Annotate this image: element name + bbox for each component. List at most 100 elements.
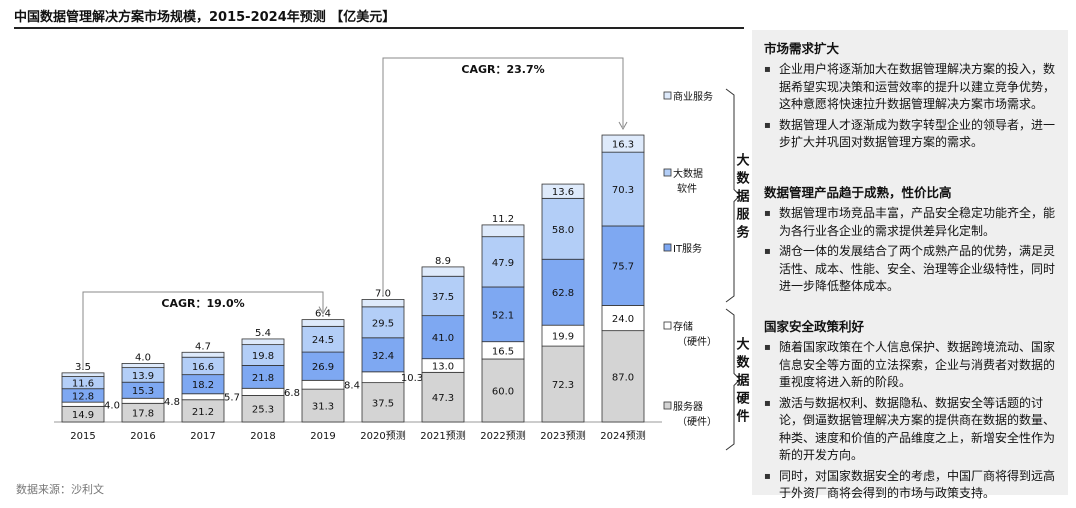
data-label: 10.3 bbox=[401, 373, 423, 384]
bar-segment bbox=[541, 183, 585, 199]
data-label: 19.9 bbox=[552, 332, 574, 343]
legend-label: 服务器 bbox=[673, 400, 703, 413]
data-label: 75.7 bbox=[612, 262, 634, 273]
bar-segment bbox=[601, 305, 645, 332]
bullet-item: 随着国家政策在个人信息保护、数据跨境流动、国家信息安全等方面的立法探索，企业与消… bbox=[764, 339, 1064, 392]
bullet-item: 湖仓一体的发展结合了两个成熟产品的优势，满足灵活性、成本、性能、安全、治理等企业… bbox=[764, 243, 1064, 296]
data-label: 4.0 bbox=[104, 400, 120, 411]
section-maturity: 数据管理产品趋于成熟，性价比高 数据管理市场竞品丰富，产品安全稳定功能齐全，能为… bbox=[764, 182, 1064, 299]
data-label: 5.7 bbox=[224, 393, 240, 404]
data-label: 24.5 bbox=[312, 335, 334, 346]
data-label: 16.5 bbox=[492, 346, 514, 357]
data-label: 4.7 bbox=[195, 341, 211, 352]
x-tick-label: 2018 bbox=[250, 431, 275, 442]
legend-swatch bbox=[663, 321, 672, 330]
bar-segment bbox=[121, 363, 165, 369]
group-label-char: 件 bbox=[736, 409, 749, 425]
data-label: 4.0 bbox=[135, 352, 151, 363]
section-heading: 数据管理产品趋于成熟，性价比高 bbox=[764, 185, 952, 200]
data-label: 72.3 bbox=[552, 380, 574, 391]
group-label-char: 硬 bbox=[736, 392, 750, 407]
data-label: 6.8 bbox=[284, 388, 300, 399]
bullet-item: 企业用户将逐渐加大在数据管理解决方案的投入，数据希望实现决策和运营效率的提升以建… bbox=[764, 61, 1064, 114]
bar-segment bbox=[601, 225, 645, 306]
bar-segment bbox=[481, 286, 525, 343]
legend-label: 软件 bbox=[677, 182, 697, 195]
data-label: 26.9 bbox=[312, 362, 334, 373]
group-brace bbox=[725, 308, 741, 451]
title-divider bbox=[14, 27, 744, 29]
bar-segment bbox=[61, 401, 105, 407]
data-label: 87.0 bbox=[612, 372, 634, 383]
bar-segment bbox=[301, 325, 345, 353]
group-label-char: 数 bbox=[736, 355, 750, 371]
bar-segment bbox=[421, 266, 465, 277]
bullet-item: 激活与数据权利、数据隐私、数据安全等话题的讨论，倒逼数据管理解决方案的提供商在数… bbox=[764, 395, 1064, 465]
x-tick-label: 2021预测 bbox=[420, 429, 465, 442]
stacked-bar-chart: 14.94.012.811.63.5201517.84.815.313.94.0… bbox=[54, 57, 750, 451]
x-tick-label: 2024预测 bbox=[600, 429, 645, 442]
x-tick-label: 2016 bbox=[130, 431, 155, 442]
bar-segment bbox=[361, 382, 405, 423]
cagr-label: CAGR：23.7% bbox=[461, 63, 544, 76]
cagr-arrowhead bbox=[318, 306, 328, 315]
bar-segment bbox=[481, 358, 525, 423]
group-label-char: 服 bbox=[736, 208, 750, 223]
section-heading: 市场需求扩大 bbox=[764, 41, 840, 56]
data-label: 21.2 bbox=[192, 407, 214, 418]
x-tick-label: 2020预测 bbox=[360, 429, 405, 442]
data-label: 47.3 bbox=[432, 393, 454, 404]
legend-swatch bbox=[663, 91, 672, 100]
group-label-char: 据 bbox=[736, 373, 749, 389]
data-label: 4.8 bbox=[164, 397, 180, 408]
data-label: 5.4 bbox=[255, 328, 271, 339]
bar-segment bbox=[241, 395, 285, 423]
data-label: 47.9 bbox=[492, 258, 514, 269]
data-label: 58.0 bbox=[552, 225, 574, 236]
data-label: 31.3 bbox=[312, 402, 334, 413]
section-heading: 国家安全政策利好 bbox=[764, 319, 865, 334]
data-label: 16.6 bbox=[192, 362, 214, 373]
data-label: 16.3 bbox=[612, 140, 634, 151]
group-label-char: 大 bbox=[736, 337, 749, 353]
bullet-item: 同时，对国家数据安全的考虑，中国厂商将得到远高于外资厂商将会得到的市场与政策支持… bbox=[764, 468, 1064, 503]
bar-segment bbox=[241, 387, 285, 396]
bar-segment bbox=[481, 236, 525, 288]
bar-segment bbox=[601, 134, 645, 153]
group-label-char: 据 bbox=[736, 189, 749, 205]
x-tick-label: 2017 bbox=[190, 431, 215, 442]
x-tick-label: 2022预测 bbox=[480, 429, 525, 442]
data-label: 32.4 bbox=[372, 351, 394, 362]
bar-segment bbox=[421, 315, 465, 360]
data-label: 25.3 bbox=[252, 405, 274, 416]
bar-segment bbox=[541, 345, 585, 423]
data-label: 8.4 bbox=[344, 381, 360, 392]
legend-label: （硬件） bbox=[677, 336, 717, 348]
group-label-char: 大 bbox=[736, 153, 749, 169]
legend-label: IT服务 bbox=[673, 242, 702, 255]
page-title: 中国数据管理解决方案市场规模，2015-2024年预测 【亿美元】 bbox=[14, 10, 396, 25]
data-label: 13.6 bbox=[552, 187, 574, 198]
data-label: 24.0 bbox=[612, 314, 634, 325]
bar-segment bbox=[61, 372, 105, 377]
bar-segment bbox=[421, 275, 465, 317]
section-policy: 国家安全政策利好 随着国家政策在个人信息保护、数据跨境流动、国家信息安全等方面的… bbox=[764, 316, 1064, 506]
data-label: 18.2 bbox=[192, 380, 214, 391]
cagr-arrowhead bbox=[618, 121, 628, 131]
bar-segment bbox=[301, 319, 345, 327]
data-label: 37.5 bbox=[432, 292, 454, 303]
data-label: 60.0 bbox=[492, 387, 514, 398]
legend-label: （硬件） bbox=[677, 416, 717, 428]
data-label: 11.6 bbox=[72, 379, 94, 390]
bar-segment bbox=[301, 379, 345, 390]
bullet-item: 数据管理市场竞品丰富，产品安全稳定功能齐全，能为各行业各企业的需求提供差异化定制… bbox=[764, 205, 1064, 240]
bar-segment bbox=[181, 393, 225, 401]
legend-label: 大数据 bbox=[673, 167, 703, 180]
bar-segment bbox=[541, 258, 585, 326]
x-tick-label: 2015 bbox=[70, 431, 95, 442]
data-label: 21.8 bbox=[252, 373, 274, 384]
data-label: 11.2 bbox=[492, 214, 514, 225]
data-label: 13.9 bbox=[132, 371, 154, 382]
bar-segment bbox=[601, 151, 645, 227]
data-label: 8.9 bbox=[435, 256, 451, 267]
